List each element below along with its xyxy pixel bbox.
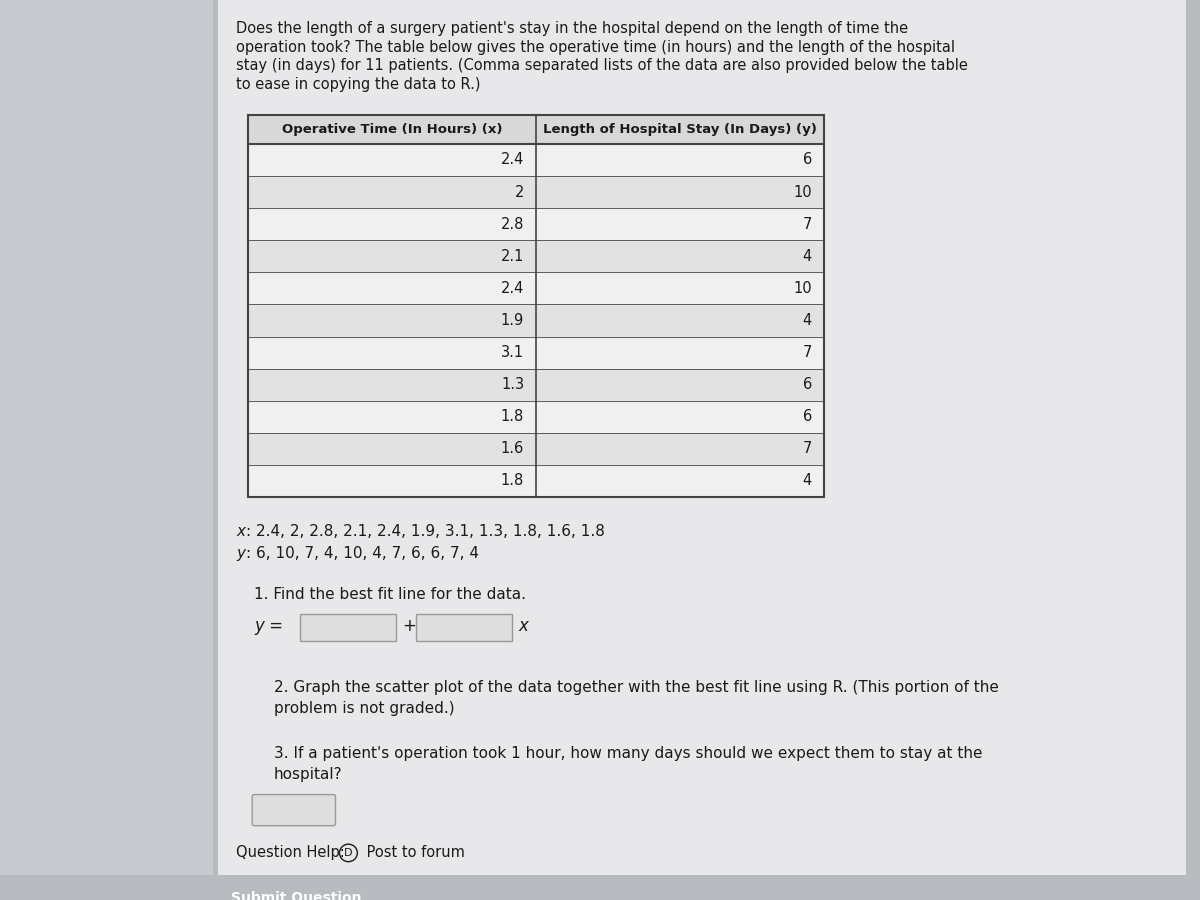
Text: y: y	[236, 545, 245, 561]
Bar	[248, 208, 824, 240]
Text: 6: 6	[803, 410, 812, 424]
Text: Post to forum: Post to forum	[362, 845, 466, 860]
Text: operation took? The table below gives the operative time (in hours) and the leng: operation took? The table below gives th…	[236, 40, 955, 55]
Bar	[248, 304, 824, 337]
Bar	[248, 337, 824, 369]
Text: 1. Find the best fit line for the data.: 1. Find the best fit line for the data.	[254, 588, 526, 602]
Text: D: D	[344, 848, 353, 858]
Text: Operative Time (In Hours) (x): Operative Time (In Hours) (x)	[282, 122, 503, 136]
Bar	[248, 115, 824, 497]
Text: y =: y =	[254, 617, 283, 635]
Text: 4: 4	[803, 473, 812, 489]
Text: Length of Hospital Stay (In Days) (y): Length of Hospital Stay (In Days) (y)	[544, 122, 817, 136]
Text: to ease in copying the data to R.): to ease in copying the data to R.)	[236, 76, 481, 92]
Bar	[248, 115, 824, 144]
Text: 7: 7	[803, 217, 812, 231]
FancyBboxPatch shape	[252, 795, 336, 825]
Text: 1.8: 1.8	[500, 410, 524, 424]
Text: : 2.4, 2, 2.8, 2.1, 2.4, 1.9, 3.1, 1.3, 1.8, 1.6, 1.8: : 2.4, 2, 2.8, 2.1, 2.4, 1.9, 3.1, 1.3, …	[246, 524, 605, 539]
FancyBboxPatch shape	[234, 882, 358, 900]
Text: 4: 4	[803, 248, 812, 264]
Bar	[248, 400, 824, 433]
Text: 7: 7	[803, 441, 812, 456]
Text: Submit Question: Submit Question	[230, 891, 361, 900]
Text: 6: 6	[803, 152, 812, 167]
Text: 10: 10	[793, 184, 812, 200]
Text: x: x	[518, 617, 528, 635]
Text: 7: 7	[803, 345, 812, 360]
Bar	[248, 465, 824, 497]
Bar	[248, 176, 824, 208]
Text: 2.4: 2.4	[500, 152, 524, 167]
Bar	[248, 369, 824, 400]
Text: 1.6: 1.6	[500, 441, 524, 456]
Text: 6: 6	[803, 377, 812, 392]
Text: 2. Graph the scatter plot of the data together with the best fit line using R. (: 2. Graph the scatter plot of the data to…	[274, 680, 998, 695]
Text: 2.4: 2.4	[500, 281, 524, 296]
Text: 4: 4	[803, 313, 812, 328]
Text: 2.1: 2.1	[500, 248, 524, 264]
Text: 1.9: 1.9	[500, 313, 524, 328]
Text: Question Help:: Question Help:	[236, 845, 349, 860]
Bar	[248, 144, 824, 176]
Text: problem is not graded.): problem is not graded.)	[274, 701, 455, 716]
Text: hospital?: hospital?	[274, 768, 343, 782]
Text: 3. If a patient's operation took 1 hour, how many days should we expect them to : 3. If a patient's operation took 1 hour,…	[274, 746, 983, 760]
Bar	[248, 433, 824, 465]
FancyBboxPatch shape	[300, 614, 396, 641]
Text: stay (in days) for 11 patients. (Comma separated lists of the data are also prov: stay (in days) for 11 patients. (Comma s…	[236, 58, 968, 74]
Bar	[248, 273, 824, 304]
Text: : 6, 10, 7, 4, 10, 4, 7, 6, 6, 7, 4: : 6, 10, 7, 4, 10, 4, 7, 6, 6, 7, 4	[246, 545, 479, 561]
FancyBboxPatch shape	[416, 614, 512, 641]
Text: x: x	[236, 524, 245, 539]
Text: Does the length of a surgery patient's stay in the hospital depend on the length: Does the length of a surgery patient's s…	[236, 22, 908, 36]
Text: 2.8: 2.8	[500, 217, 524, 231]
Text: 10: 10	[793, 281, 812, 296]
Text: 3.1: 3.1	[502, 345, 524, 360]
Bar	[218, 0, 1187, 876]
Text: 2: 2	[515, 184, 524, 200]
Text: 1.8: 1.8	[500, 473, 524, 489]
Text: +: +	[402, 617, 416, 635]
Bar	[248, 240, 824, 273]
Text: 1.3: 1.3	[502, 377, 524, 392]
Bar	[0, 0, 214, 876]
